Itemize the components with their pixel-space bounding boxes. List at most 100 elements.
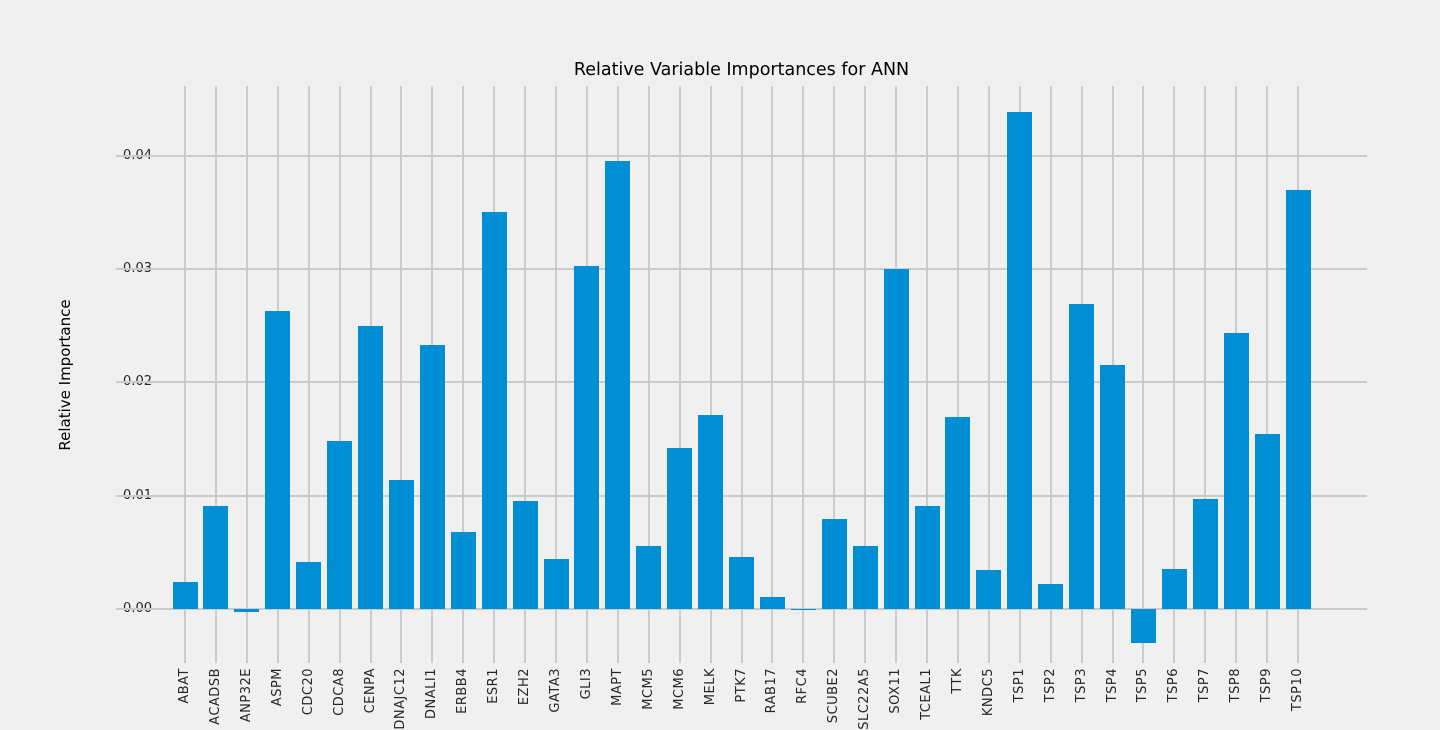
bar-tsp1 [1007,112,1033,609]
x-tick-label: TSP2 [1042,668,1058,703]
x-gridline [338,86,341,663]
x-gridline [864,86,867,663]
x-tick-label: ACADSB [207,668,223,725]
bar-gli3 [574,265,600,609]
x-gridline [1049,86,1052,663]
x-tick-label: CENPA [362,668,378,714]
bar-kndc5 [976,570,1002,609]
bar-cdc20 [296,562,322,609]
bar-scube2 [821,519,847,609]
x-tick-label: GLI3 [578,668,594,700]
x-tick-label: TTK [949,668,965,694]
x-tick-label: TSP1 [1011,668,1027,703]
bar-abat [172,581,198,609]
bar-ttk [945,417,971,609]
chart-title: Relative Variable Importances for ANN [573,60,910,80]
bar-cenpa [358,325,383,609]
x-tick-label: RAB17 [764,668,780,714]
x-tick-label: SOX11 [888,668,904,714]
bar-erbb4 [450,531,476,609]
bar-gata3 [543,558,569,609]
x-tick-label: TSP4 [1104,668,1120,703]
x-tick-label: SCUBE2 [826,668,842,724]
x-gridline [956,86,959,663]
x-tick-label: DNAJC12 [393,668,409,730]
x-tick-label: TSP3 [1073,668,1089,703]
x-tick-label: TSP7 [1197,668,1213,703]
x-tick-label: EZH2 [517,668,533,706]
bar-acadsb [203,505,229,609]
x-gridline [245,86,248,663]
bar-tsp8 [1223,332,1249,609]
bar-aspm [265,311,291,609]
bar-tsp5 [1130,608,1156,643]
x-gridline [647,86,650,663]
bar-esr1 [481,211,507,609]
x-tick-label: TSP8 [1228,668,1244,703]
x-tick-label: TSP9 [1259,668,1275,703]
x-tick-label: ESR1 [486,668,502,704]
x-gridline [926,86,928,663]
x-tick-label: ASPM [269,668,285,707]
x-gridline [740,86,743,663]
x-gridline [1266,86,1269,663]
x-tick-label: MELK [702,668,718,706]
x-tick-label: TSP5 [1135,668,1151,703]
x-gridline [987,86,990,663]
x-tick-label: CDCA8 [331,668,347,716]
bar-tsp9 [1254,434,1280,609]
x-gridline [1204,86,1207,663]
bar-anp32e [234,608,260,613]
bar-melk [698,415,724,609]
x-tick-label: PTK7 [733,668,749,703]
bar-ezh2 [512,501,538,609]
x-tick-label: CDC20 [300,668,316,716]
x-tick-label: MCM6 [671,668,687,710]
x-gridline [678,86,681,663]
x-tick-label: TSP6 [1166,668,1182,703]
bar-tsp3 [1069,304,1095,609]
x-tick-label: DNALI1 [424,668,440,719]
bar-tsp4 [1100,365,1125,609]
x-gridline [833,86,836,663]
x-gridline [184,86,186,663]
x-gridline [771,86,774,663]
bar-dnajc12 [388,479,414,609]
bar-mcm6 [667,448,693,609]
bar-tsp6 [1161,569,1187,609]
bar-tsp2 [1038,583,1064,609]
x-gridline [802,86,805,663]
x-tick-label: ABAT [177,668,192,704]
x-gridline [1173,86,1176,663]
plot-area [116,86,1367,663]
x-gridline [400,86,403,663]
x-tick-label: TCEAL1 [919,668,934,720]
bar-tsp10 [1285,190,1311,609]
bar-tsp7 [1192,498,1218,609]
x-gridline [307,86,310,663]
bar-slc22a5 [852,546,878,609]
bar-dnali1 [419,345,445,609]
bar-cdca8 [327,441,353,609]
x-tick-label: MCM5 [640,668,656,710]
bar-tceal1 [914,505,940,609]
bar-ptk7 [729,556,754,609]
x-tick-label: MAPT [609,668,625,706]
x-tick-label: SLC22A5 [857,668,873,730]
x-gridline [709,86,712,663]
x-tick-label: GATA3 [548,668,563,713]
bar-rab17 [759,597,785,609]
x-gridline [462,86,465,663]
bar-sox11 [883,269,909,609]
x-gridline [214,86,217,663]
x-tick-label: ANP32E [238,668,254,723]
x-tick-label: KNDC5 [980,668,996,717]
x-tick-label: TSP10 [1290,668,1305,712]
x-tick-label: ERBB4 [455,668,471,714]
bar-mapt [605,160,631,609]
x-gridline [555,86,557,663]
x-tick-label: RFC4 [795,668,811,704]
bar-mcm5 [636,546,662,609]
x-gridline [1142,86,1145,663]
